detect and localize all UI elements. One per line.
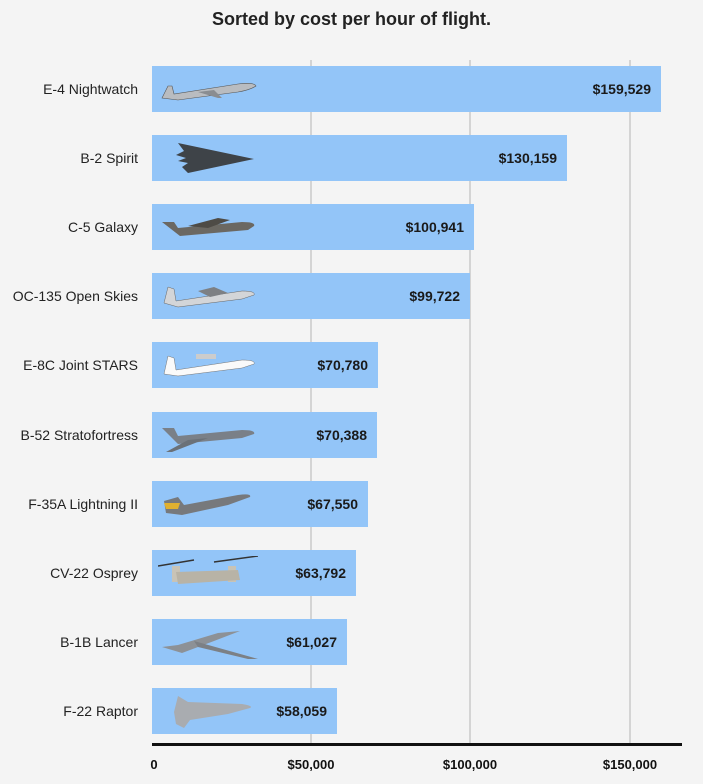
bar-row: C-5 Galaxy $100,941 [0,204,703,251]
value-label: $130,159 [498,150,557,167]
x-tick-0: 0 [150,757,158,772]
bar: $130,159 [152,135,567,182]
bar-row: E-8C Joint STARS $70,780 [0,342,703,389]
category-label: B-2 Spirit [80,150,138,167]
bomber-icon [158,418,258,452]
bar-row: CV-22 Osprey $63,792 [0,549,703,596]
bar-row: E-4 Nightwatch $159,529 [0,66,703,112]
bar: $61,027 [152,618,347,665]
bar: $58,059 [152,687,337,734]
bar: $67,550 [152,480,368,527]
value-label: $63,792 [295,564,346,581]
bar-row: F-22 Raptor $58,059 [0,687,703,734]
value-label: $100,941 [405,219,464,236]
bar-row: B-1B Lancer $61,027 [0,618,703,665]
category-label: F-35A Lightning II [28,495,138,512]
bar-row: B-52 Stratofortress $70,388 [0,411,703,458]
x-axis-line [152,743,682,746]
gridline-150000 [629,60,631,744]
value-label: $70,388 [316,426,367,443]
fighter-jet-icon [158,487,258,521]
airliner-icon [158,72,258,106]
category-label: F-22 Raptor [63,702,138,719]
category-label: B-52 Stratofortress [20,426,139,443]
bar: $63,792 [152,549,356,596]
category-label: B-1B Lancer [60,633,138,650]
surveillance-jet-icon [158,348,258,382]
value-label: $67,550 [307,495,358,512]
bar-row: B-2 Spirit $130,159 [0,135,703,182]
gridline-100000 [469,60,471,744]
bar-row: OC-135 Open Skies $99,722 [0,273,703,320]
x-tick-150000: $150,000 [602,757,658,772]
jet-transport-icon [158,279,258,313]
bar: $100,941 [152,204,474,251]
value-label: $61,027 [286,633,337,650]
category-label: E-4 Nightwatch [43,81,138,97]
bar-row: F-35A Lightning II $67,550 [0,480,703,527]
stealth-bomber-icon [158,141,258,175]
cargo-plane-icon [158,210,258,244]
gridline-50000 [310,60,312,744]
category-label: C-5 Galaxy [67,219,138,236]
value-label: $70,780 [317,357,368,374]
value-label: $159,529 [592,81,651,97]
chart-title: Sorted by cost per hour of flight. [212,9,491,29]
value-label: $99,722 [409,288,460,305]
tiltrotor-icon [157,554,259,590]
bar: $99,722 [152,273,470,320]
x-tick-50000: $50,000 [287,757,335,772]
bar: $70,780 [152,342,378,389]
bar: $159,529 [152,66,661,112]
fighter-jet-icon [158,694,258,728]
swing-wing-bomber-icon [158,625,258,659]
x-tick-100000: $100,000 [442,757,498,772]
bar: $70,388 [152,411,377,458]
category-label: OC-135 Open Skies [12,288,138,305]
category-label: CV-22 Osprey [50,564,138,581]
category-label: E-8C Joint STARS [23,357,138,374]
value-label: $58,059 [276,702,327,719]
